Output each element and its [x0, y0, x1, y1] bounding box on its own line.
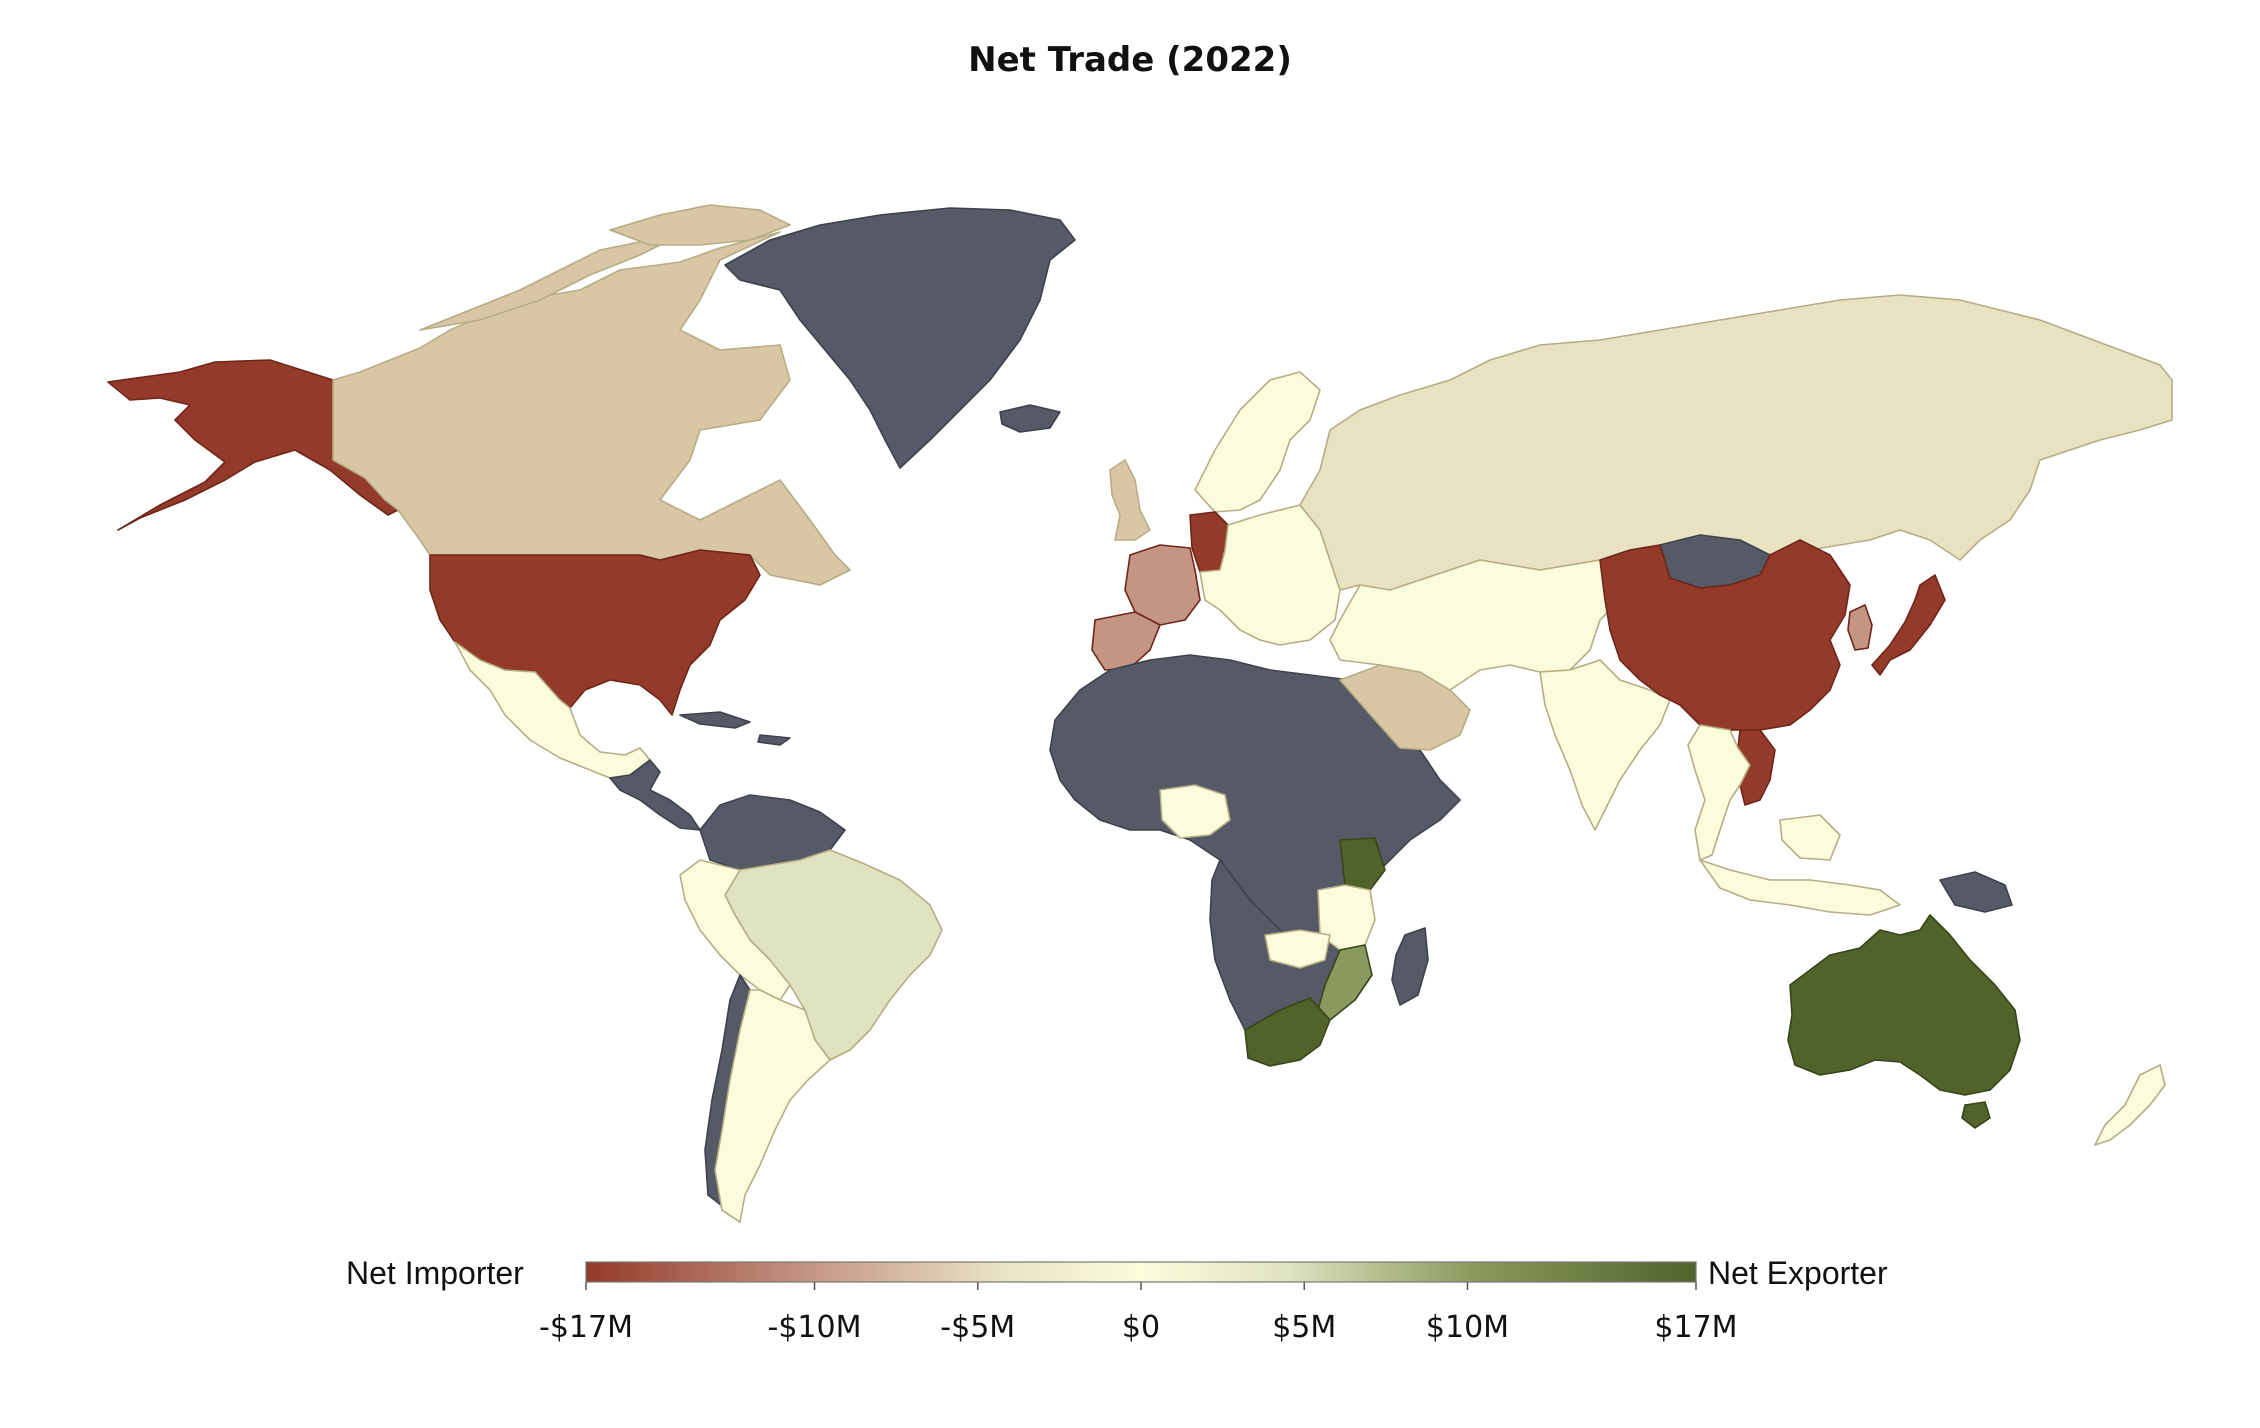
greenland[interactable] [724, 207, 1076, 469]
legend-tick-label: $0 [1121, 1310, 1161, 1345]
united-states[interactable] [429, 549, 761, 716]
madagascar[interactable] [1391, 927, 1429, 1006]
legend-tick-label: -$5M [940, 1310, 1016, 1345]
legend-tick-label: $17M [1654, 1310, 1738, 1345]
legend-tick-label: -$17M [539, 1310, 633, 1345]
southeast-asia[interactable] [1687, 724, 1751, 861]
iberia[interactable] [1091, 611, 1161, 671]
central-america[interactable] [609, 759, 701, 831]
australia[interactable] [1961, 1101, 1991, 1129]
japan[interactable] [1871, 574, 1946, 676]
legend-tick-label: -$10M [767, 1310, 862, 1345]
chart-title: Net Trade (2022) [968, 40, 1292, 80]
argentina[interactable] [714, 989, 831, 1223]
legend-left-label: Net Importer [346, 1255, 524, 1291]
legend-tick-label: $10M [1425, 1310, 1510, 1345]
legend-color-bar [585, 1261, 1697, 1283]
caribbean[interactable] [679, 711, 791, 746]
legend-ticks [585, 1282, 1697, 1290]
kenya[interactable] [1339, 837, 1386, 891]
new-zealand[interactable] [2094, 1064, 2166, 1146]
south-africa[interactable] [1244, 997, 1331, 1067]
mexico[interactable] [454, 641, 651, 779]
nigeria[interactable] [1159, 784, 1231, 839]
middle-east-central-asia[interactable] [1329, 559, 1631, 691]
united-kingdom[interactable] [1109, 459, 1151, 541]
china[interactable] [1599, 539, 1851, 731]
papua-new-guinea[interactable] [1939, 871, 2013, 913]
canada[interactable] [609, 204, 791, 246]
zambia[interactable] [1264, 929, 1331, 969]
australia[interactable] [1787, 914, 2021, 1096]
legend-tick-label: $5M [1272, 1310, 1337, 1345]
korea[interactable] [1847, 604, 1873, 651]
india[interactable] [1539, 659, 1671, 831]
iceland[interactable] [999, 404, 1061, 433]
mozambique[interactable] [1317, 944, 1373, 1021]
france[interactable] [1124, 544, 1201, 626]
legend-right-label: Net Exporter [1708, 1255, 1888, 1291]
indonesia[interactable] [1699, 814, 1901, 916]
scandinavia[interactable] [1194, 371, 1321, 513]
